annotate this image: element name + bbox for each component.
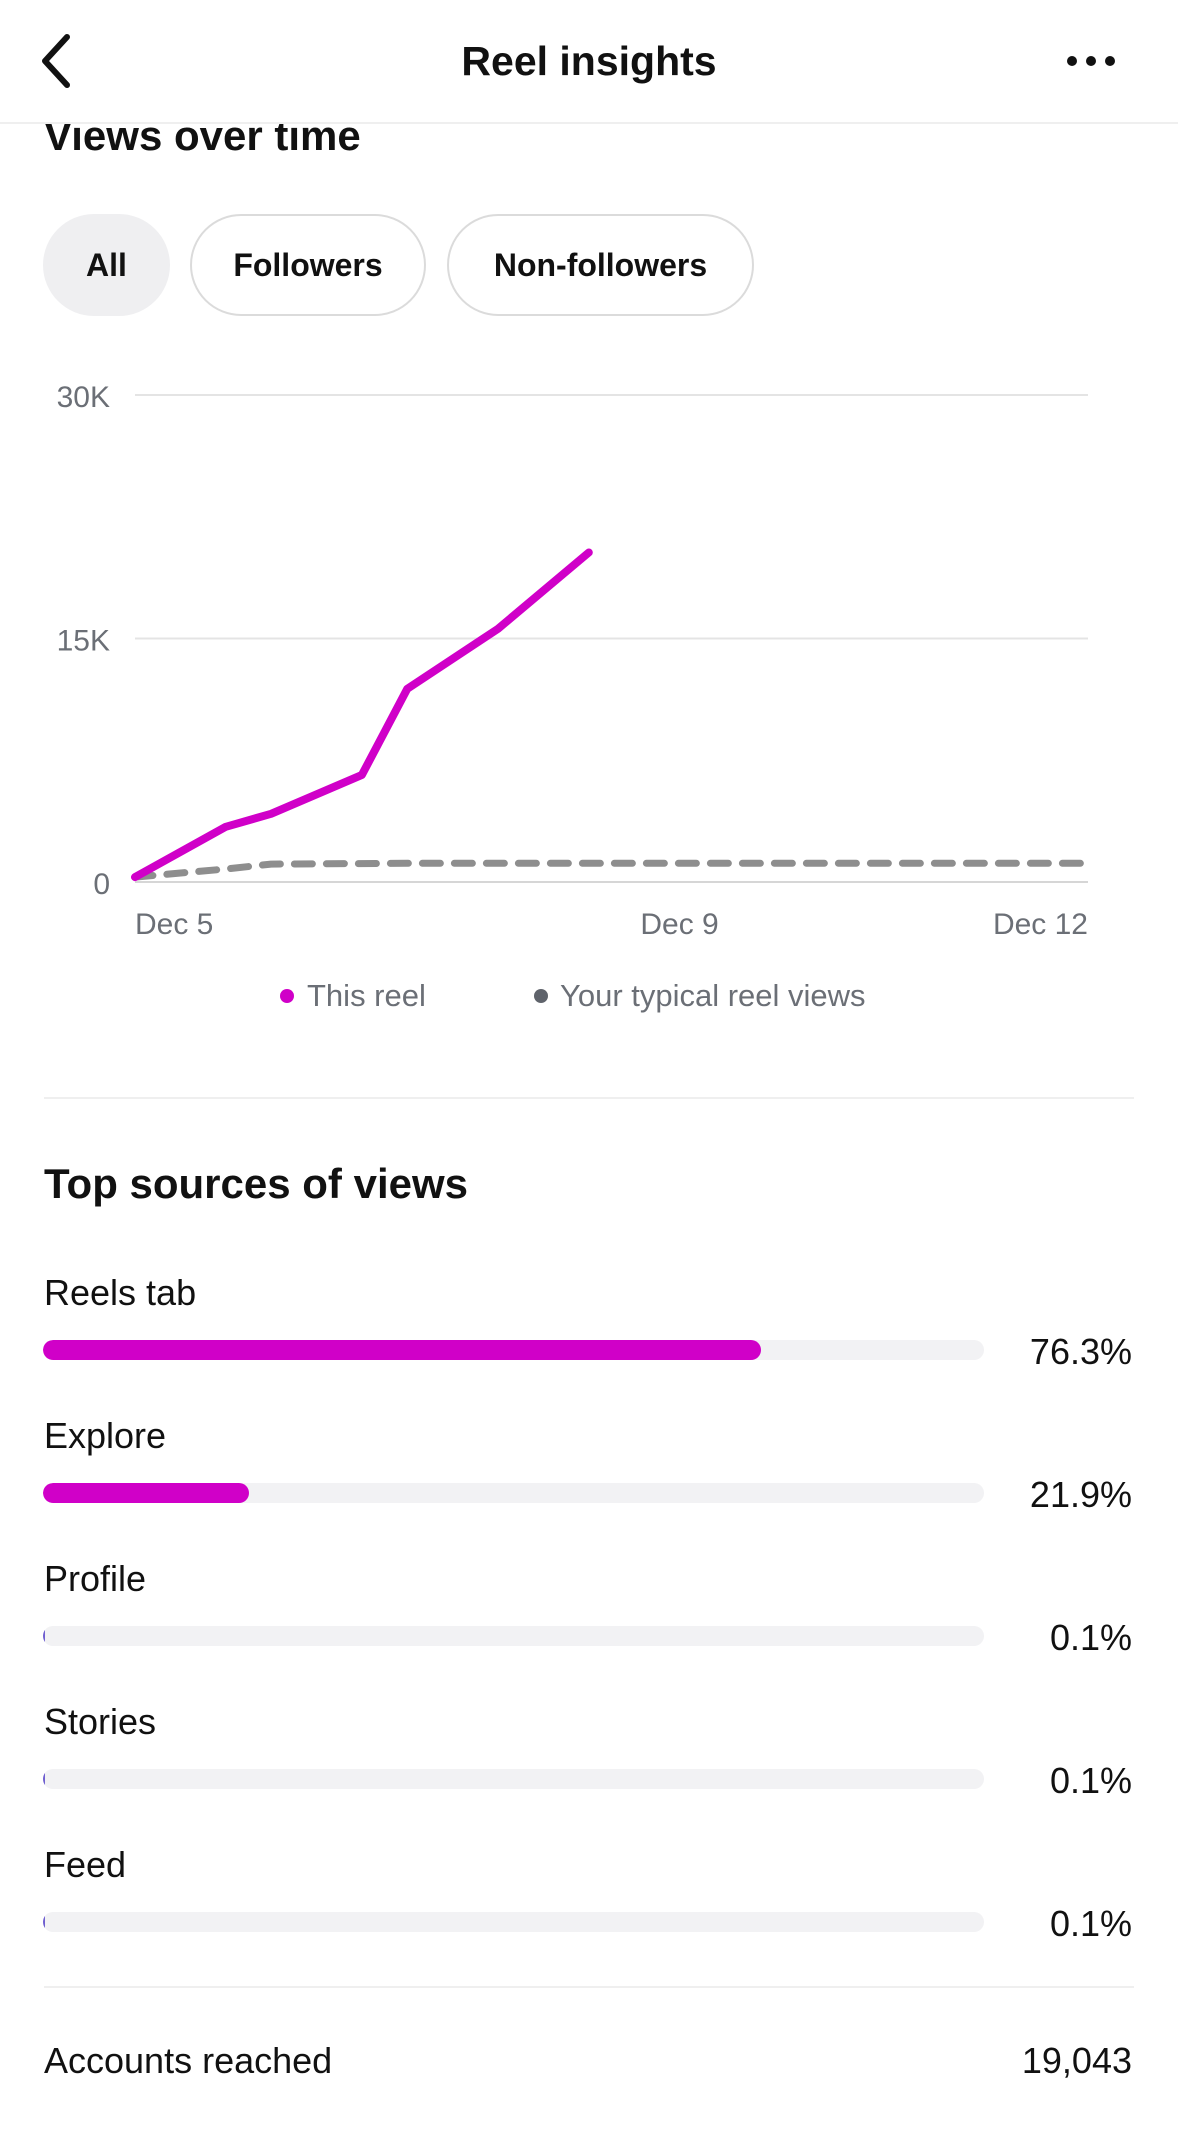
filter-non-followers-button[interactable]: Non-followers (447, 214, 754, 316)
legend-label: Your typical reel views (560, 978, 866, 1013)
back-button[interactable] (28, 30, 84, 92)
source-bar-track (43, 1483, 984, 1503)
x-tick-label: Dec 9 (640, 908, 718, 941)
source-percent: 76.3% (1029, 1331, 1132, 1372)
source-bar-fill (43, 1626, 45, 1646)
legend-label: This reel (307, 978, 426, 1013)
source-bar-fill (43, 1483, 250, 1503)
source-bar-track (43, 1912, 984, 1932)
views-line-chart: 30K 15K 0 Dec 5 Dec 9 Dec 12 This reel Your typ… (57, 381, 1092, 1013)
legend-dot (280, 989, 294, 1003)
section-divider (44, 1097, 1134, 1099)
source-percent: 0.1% (1049, 1617, 1132, 1658)
x-tick-label: Dec 5 (135, 908, 213, 941)
source-bar-track (43, 1769, 984, 1789)
x-tick-label: Dec 12 (993, 908, 1088, 941)
y-tick-label: 30K (57, 381, 110, 414)
source-bar-fill (43, 1340, 761, 1360)
top-bar: Reel insights (0, 0, 1178, 124)
chevron-left-icon (42, 34, 70, 88)
this-reel-series-line (131, 548, 593, 882)
source-label: Stories (44, 1701, 157, 1742)
y-tick-label: 0 (93, 868, 110, 901)
more-options-button[interactable] (1056, 36, 1126, 86)
more-horizontal-icon (1067, 56, 1115, 66)
source-percent: 0.1% (1049, 1760, 1132, 1801)
accounts-reached-value: 19,043 (1021, 2040, 1132, 2081)
legend-dot (534, 989, 548, 1003)
source-label: Explore (44, 1415, 167, 1456)
source-percent: 0.1% (1049, 1903, 1132, 1944)
y-tick-label: 15K (57, 625, 110, 658)
source-bar-fill (43, 1769, 45, 1789)
filter-all-button[interactable]: All (43, 214, 170, 316)
source-label: Reels tab (44, 1272, 197, 1313)
source-percent: 21.9% (1029, 1474, 1132, 1515)
page-title: Reel insights (461, 38, 717, 84)
accounts-reached-label: Accounts reached (44, 2040, 333, 2081)
source-label: Feed (44, 1844, 127, 1885)
typical-reel-views-series-line (131, 859, 1092, 881)
source-bar-track (43, 1340, 984, 1360)
source-label: Profile (44, 1558, 147, 1599)
section-divider (44, 1986, 1134, 1988)
source-bar-track (43, 1626, 984, 1646)
source-bar-fill (43, 1912, 45, 1932)
top-sources-title: Top sources of views (44, 1160, 468, 1207)
filter-followers-button[interactable]: Followers (190, 214, 426, 316)
